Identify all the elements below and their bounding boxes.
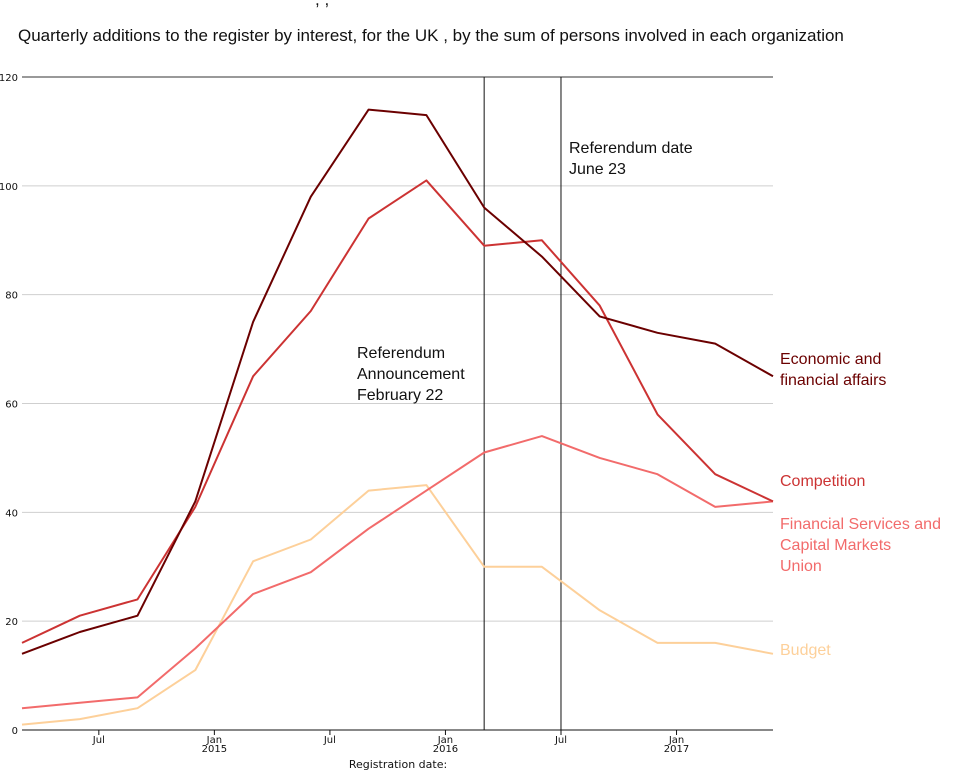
- y-tick-label: 120: [0, 73, 18, 84]
- series-layer: [21, 108, 774, 726]
- y-tick-label: 0: [12, 726, 18, 737]
- x-tick-label: Jul: [323, 735, 336, 746]
- y-tick-label: 100: [0, 182, 18, 193]
- annotation-text: June 23: [569, 161, 626, 178]
- series-label: financial affairs: [780, 372, 886, 389]
- annotation-text: February 22: [357, 387, 443, 404]
- x-tick-label: Jan: [668, 735, 684, 746]
- x-tick-label: Jan: [437, 735, 453, 746]
- x-tick-year-label: 2017: [664, 744, 689, 755]
- y-tick-label: 80: [5, 291, 18, 302]
- x-tick-label: Jul: [92, 735, 105, 746]
- y-tick-label: 20: [5, 617, 18, 628]
- x-tick-label: Jul: [554, 735, 567, 746]
- annotation-text: Referendum date: [569, 140, 693, 157]
- series-label: Capital Markets: [780, 537, 891, 554]
- series-line: [21, 108, 774, 655]
- series-line: [21, 435, 774, 710]
- clipped-header-fragment: , ,: [315, 0, 329, 10]
- series-label: Union: [780, 558, 822, 575]
- x-tick-year-label: 2015: [202, 744, 227, 755]
- series-line: [21, 484, 774, 726]
- x-axis-title: Registration date:: [349, 758, 447, 770]
- chart-title: Quarterly additions to the register by i…: [18, 26, 844, 45]
- annotation-text: Announcement: [357, 366, 465, 383]
- series-label: Economic and: [780, 351, 881, 368]
- series-label: Competition: [780, 473, 865, 490]
- x-tick-year-label: 2016: [433, 744, 458, 755]
- y-tick-label: 60: [5, 400, 18, 411]
- series-label: Financial Services and: [780, 516, 941, 533]
- x-tick-label: Jan: [206, 735, 222, 746]
- annotation-lines: [483, 77, 562, 730]
- y-tick-label: 40: [5, 508, 18, 519]
- label-layer: Referendum Announcement February 22 Referen…: [357, 140, 941, 659]
- annotation-text: Referendum: [357, 345, 445, 362]
- series-line: [21, 179, 774, 644]
- series-label: Budget: [780, 642, 831, 659]
